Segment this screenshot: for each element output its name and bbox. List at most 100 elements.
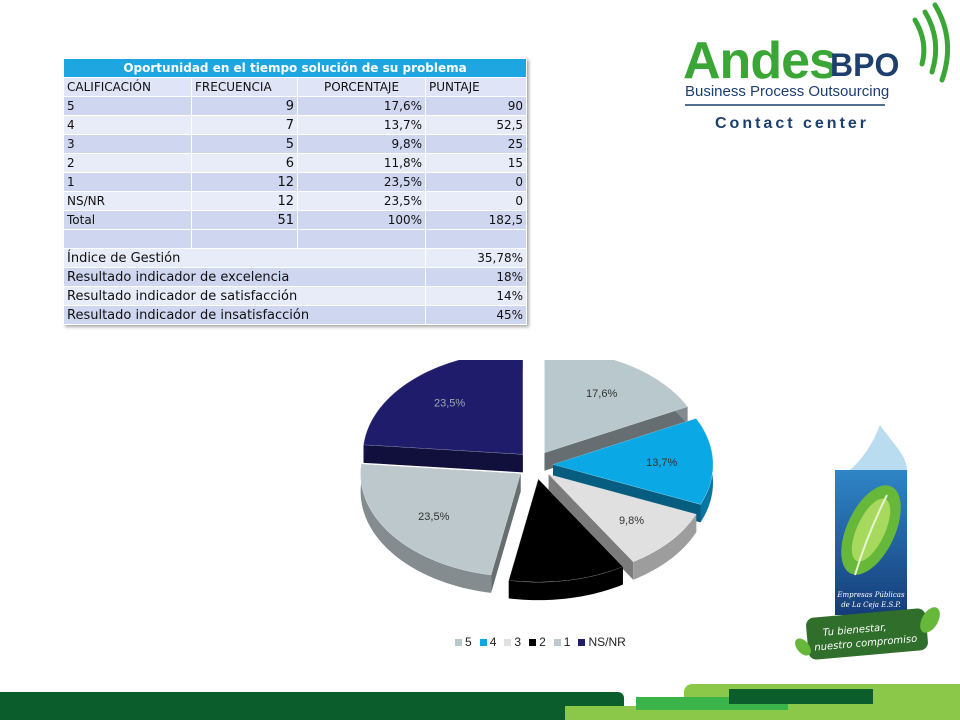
table-cell: Total <box>63 210 192 230</box>
svg-text:de La Ceja E.S.P.: de La Ceja E.S.P. <box>841 601 901 609</box>
empty-cell <box>297 229 426 249</box>
results-table: Oportunidad en el tiempo solución de su … <box>62 58 528 325</box>
brand-suffix: BPO <box>830 47 899 83</box>
table-row: 3 5 9,8% 25 <box>63 134 528 154</box>
indicator-label: Resultado indicador de insatisfacción <box>63 305 426 325</box>
table-cell: 12 <box>191 172 298 192</box>
table-title-row: Oportunidad en el tiempo solución de su … <box>62 58 528 78</box>
table-cell: NS/NR <box>63 191 192 211</box>
legend-swatch <box>455 638 462 646</box>
indicator-value: 35,78% <box>424 248 528 268</box>
pie-slice-rim <box>633 514 697 580</box>
legend-item: 1 <box>553 634 571 650</box>
indicator-row: Resultado indicador de excelencia 18% <box>63 267 528 287</box>
chart-legend: 5 4 3 2 1 NS/NR <box>455 634 626 650</box>
legend-item: 4 <box>479 634 497 650</box>
column-header: PORCENTAJE <box>297 77 426 97</box>
table-cell: 6 <box>191 153 298 173</box>
legend-swatch <box>529 638 537 646</box>
pie-data-label: 23,5% <box>434 398 465 410</box>
table-cell: 4 <box>63 115 192 135</box>
table-title: Oportunidad en el tiempo solución de su … <box>62 58 528 78</box>
pie-slice-rim <box>360 464 492 593</box>
brand-main: Andes <box>683 32 837 90</box>
pie-data-label: 9,8% <box>619 515 644 527</box>
table-cell: 100% <box>297 210 426 230</box>
legend-item: 2 <box>529 634 546 650</box>
pie-slice-nsnr <box>363 360 524 455</box>
pie-slice-wall <box>548 474 634 580</box>
column-header: FRECUENCIA <box>191 77 298 97</box>
legend-label: 2 <box>539 635 546 649</box>
signal-waves-icon <box>912 2 951 83</box>
table-cell: 5 <box>63 96 192 116</box>
pie-slice-2 <box>508 478 624 583</box>
indicator-value: 14% <box>424 286 528 306</box>
indicator-row: Índice de Gestión 35,78% <box>63 248 528 268</box>
slogan-badge <box>806 608 928 660</box>
legend-swatch <box>479 638 487 646</box>
pie-data-label: 23,5% <box>418 511 449 523</box>
table-cell: 0 <box>424 172 528 192</box>
column-header: PUNTAJE <box>424 77 528 97</box>
table-row: 1 12 23,5% 0 <box>63 172 528 192</box>
indicator-value: 45% <box>424 305 528 325</box>
legend-swatch <box>504 638 512 646</box>
table-cell: 23,5% <box>297 191 426 211</box>
table-header-row: CALIFICACIÓN FRECUENCIA PORCENTAJE PUNTAJE <box>63 77 528 97</box>
pie-data-label: 13,7% <box>646 457 677 469</box>
column-header: CALIFICACIÓN <box>63 77 192 97</box>
empty-cell <box>63 229 192 249</box>
indicator-label: Índice de Gestión <box>63 248 426 268</box>
table-empty-row <box>63 229 528 249</box>
legend-label: 4 <box>489 635 497 649</box>
pie-chart: 17,6% 13,7% 9,8% 23,5% 23,5% <box>360 360 714 601</box>
indicator-row: Resultado indicador de insatisfacción 45% <box>63 305 528 325</box>
table-cell: 12 <box>191 191 298 211</box>
pie-slice-wall <box>491 473 521 593</box>
table-row: 4 7 13,7% 52,5 <box>63 115 528 135</box>
table-cell: 9 <box>191 96 298 116</box>
legend-label: 5 <box>465 635 472 649</box>
pie-slice-1 <box>360 463 522 576</box>
table-row: 5 9 17,6% 90 <box>63 96 528 116</box>
empty-cell <box>424 229 528 249</box>
table-cell: 17,6% <box>297 96 426 116</box>
pie-slice-4 <box>551 418 714 505</box>
table-cell: 52,5 <box>424 115 528 135</box>
pie-slice-rim <box>508 566 623 601</box>
legend-label: 1 <box>563 635 571 649</box>
footer-bar-accent <box>729 689 873 704</box>
indicator-row: Resultado indicador de satisfacción 14% <box>63 286 528 306</box>
table-cell: 1 <box>63 172 192 192</box>
table-cell: 11,8% <box>297 153 426 173</box>
table-cell: 9,8% <box>297 134 426 154</box>
indicator-label: Resultado indicador de satisfacción <box>63 286 426 306</box>
pie-data-label: 17,6% <box>586 388 617 400</box>
table-row: NS/NR 12 23,5% 0 <box>63 191 528 211</box>
table-cell: 182,5 <box>424 210 528 230</box>
table-cell: 13,7% <box>297 115 426 135</box>
andes-bpo-logo: Andes BPO Business Process Outsourcing C… <box>683 2 951 132</box>
table-cell: 90 <box>424 96 528 116</box>
indicator-label: Resultado indicador de excelencia <box>63 267 426 287</box>
epm-la-ceja-logo: Empresas Públicas de La Ceja E.S.P. Tu b… <box>795 425 940 660</box>
pie-slice-5 <box>544 360 689 454</box>
legend-item: 3 <box>504 634 521 650</box>
small-leaf-icon <box>920 607 940 633</box>
table-cell: 25 <box>424 134 528 154</box>
legend-item: 5 <box>455 634 472 650</box>
brand-tagline: Business Process Outsourcing <box>685 83 889 100</box>
footer-bar-dark <box>0 692 624 720</box>
legend-label: 3 <box>514 635 522 649</box>
table-row: Total 51 100% 182,5 <box>63 210 528 230</box>
empty-cell <box>191 229 298 249</box>
table-cell: 23,5% <box>297 172 426 192</box>
legend-label: NS/NR <box>588 635 626 649</box>
legend-item: NS/NR <box>578 634 626 650</box>
table-cell: 15 <box>424 153 528 173</box>
table-cell: 0 <box>424 191 528 211</box>
table-cell: 3 <box>63 134 192 154</box>
brand-subtitle: Contact center <box>715 115 869 132</box>
indicator-value: 18% <box>424 267 528 287</box>
